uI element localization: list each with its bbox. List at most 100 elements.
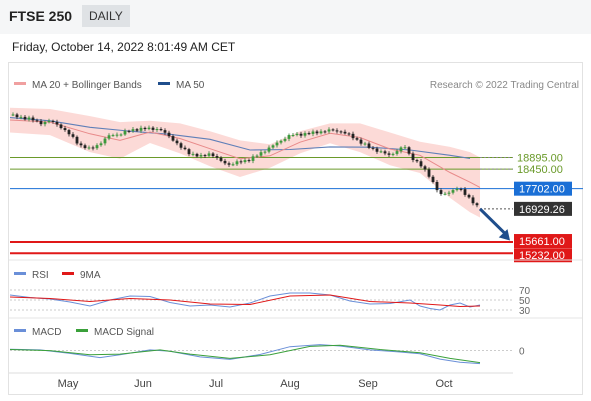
legend-label-9ma: 9MA <box>80 270 101 281</box>
level-label-1: 18450.00 <box>517 164 563 176</box>
timeframe-button[interactable]: DAILY <box>82 5 130 27</box>
forecast-arrow-shaft <box>478 207 508 236</box>
candle-body <box>71 134 75 137</box>
legend-swatch-rsi <box>14 272 26 275</box>
candle-body <box>279 140 283 143</box>
candle-body <box>363 143 367 145</box>
rsi-tick-label: 70 <box>519 286 531 297</box>
candle-body <box>119 134 123 136</box>
candle-body <box>323 131 327 133</box>
candle-body <box>75 136 79 144</box>
candle-body <box>183 147 187 150</box>
legend-label-ma20: MA 20 + Bollinger Bands <box>32 80 142 91</box>
candle-body <box>255 155 259 157</box>
x-tick-label: Jun <box>134 378 152 390</box>
legend-swatch-ma50 <box>158 82 170 85</box>
legend-label-macd-signal: MACD Signal <box>94 327 154 338</box>
candle-body <box>199 155 203 157</box>
x-tick-label: May <box>58 378 79 390</box>
candle-body <box>399 147 403 152</box>
macd-signal-line <box>9 344 481 364</box>
candle-body <box>31 117 35 121</box>
candle-body <box>59 124 63 129</box>
candle-body <box>63 128 67 131</box>
legend-swatch-ma20 <box>14 82 26 85</box>
candle-body <box>247 160 251 162</box>
level-tag-4 <box>514 234 572 249</box>
candle-body <box>223 160 227 164</box>
candle-body <box>239 161 243 163</box>
x-tick-label: Jul <box>209 378 223 390</box>
candle-body <box>39 121 43 125</box>
candle-body <box>343 131 347 134</box>
rsi-tick-label: 50 <box>519 296 531 307</box>
candle-body <box>475 203 479 206</box>
x-tick-label: Oct <box>435 378 452 390</box>
candle-body <box>171 136 175 141</box>
candle-body <box>227 163 231 165</box>
candle-body <box>19 116 23 118</box>
candle-body <box>23 116 27 120</box>
candle-body <box>27 117 31 120</box>
candle-body <box>95 145 99 149</box>
candle-body <box>419 161 423 167</box>
candle-body <box>55 121 59 125</box>
candle-body <box>467 194 471 198</box>
candle-body <box>427 169 431 177</box>
candle-body <box>459 188 463 190</box>
candle-body <box>339 131 343 133</box>
candle-body <box>315 131 319 134</box>
candle-body <box>371 147 375 149</box>
candle-body <box>195 153 199 157</box>
candle-body <box>395 151 399 154</box>
candle-body <box>15 114 19 118</box>
level-label-4: 15661.00 <box>519 236 565 248</box>
rsi-line <box>9 292 481 311</box>
candle-body <box>131 129 135 131</box>
candle-body <box>99 143 103 146</box>
legend-swatch-macd <box>14 329 26 332</box>
macd-line <box>9 344 481 365</box>
candle-body <box>367 143 371 148</box>
candle-body <box>47 120 51 123</box>
candle-body <box>347 133 351 135</box>
candle-body <box>375 148 379 152</box>
rsi-9ma-line <box>9 294 481 308</box>
candle-body <box>67 130 71 135</box>
candle-body <box>179 143 183 148</box>
level-label-5: 15232.00 <box>519 250 565 262</box>
legend-swatch-macd-signal <box>76 329 88 332</box>
candle-body <box>35 120 39 122</box>
candle-body <box>415 160 419 162</box>
candle-body <box>203 155 207 157</box>
candle-body <box>127 130 131 132</box>
candle-body <box>391 153 395 155</box>
candle-body <box>83 145 87 149</box>
candle-body <box>319 131 323 134</box>
x-tick-label: Aug <box>280 378 300 390</box>
candle-body <box>383 151 387 154</box>
candle-body <box>267 147 271 152</box>
candle-body <box>455 188 459 191</box>
candle-body <box>403 147 407 149</box>
candle-body <box>387 153 391 155</box>
candle-body <box>187 149 191 155</box>
candle-body <box>111 135 115 137</box>
candle-body <box>143 127 147 130</box>
level-label-3: 16929.26 <box>519 204 565 216</box>
candle-body <box>191 153 195 155</box>
level-tag-5 <box>514 248 572 263</box>
legend-label-macd: MACD <box>32 327 61 338</box>
candle-body <box>135 129 139 131</box>
candle-body <box>335 130 339 132</box>
candle-body <box>299 133 303 136</box>
candle-body <box>115 134 119 136</box>
legend-swatch-9ma <box>62 272 74 275</box>
candle-body <box>51 120 55 122</box>
candle-body <box>87 147 91 149</box>
level-label-2: 17702.00 <box>519 184 565 196</box>
candle-body <box>471 197 475 204</box>
candle-body <box>303 133 307 136</box>
candle-body <box>295 133 299 136</box>
